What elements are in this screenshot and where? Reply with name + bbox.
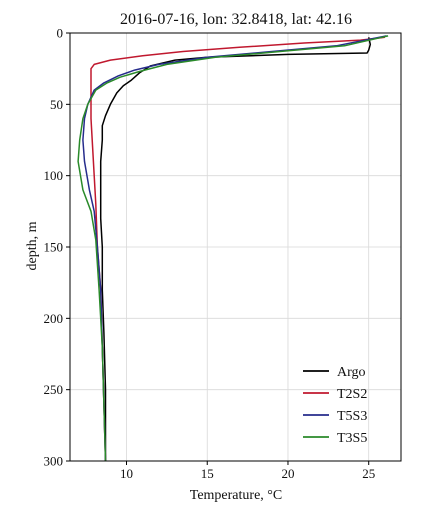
x-tick-label: 20 <box>281 466 294 481</box>
y-tick-label: 150 <box>44 240 64 255</box>
legend-entry: Argo <box>337 365 366 380</box>
legend-entry: T5S3 <box>337 409 367 424</box>
y-tick-label: 250 <box>44 382 64 397</box>
series-line-argo <box>99 37 372 461</box>
legend-entry: T2S2 <box>337 387 367 402</box>
x-tick-label: 25 <box>362 466 375 481</box>
y-tick-label: 300 <box>44 454 64 469</box>
chart-title: 2016-07-16, lon: 32.8418, lat: 42.16 <box>120 11 352 28</box>
legend: Argo T2S2 T5S3 T3S5 <box>303 365 367 446</box>
x-tick-label: 10 <box>120 466 133 481</box>
x-axis-label: Temperature, °C <box>190 488 282 503</box>
series-lines <box>77 35 389 462</box>
y-tick-label: 100 <box>44 168 64 183</box>
y-tick-label: 0 <box>57 26 64 41</box>
legend-entry: T3S5 <box>337 431 367 446</box>
y-axis-label: depth, m <box>25 221 40 270</box>
series-line-t3s5 <box>77 35 389 462</box>
x-tick-label: 15 <box>201 466 214 481</box>
series-line-t5s3 <box>82 35 387 462</box>
y-tick-label: 50 <box>50 97 63 112</box>
y-tick-label: 200 <box>44 311 64 326</box>
